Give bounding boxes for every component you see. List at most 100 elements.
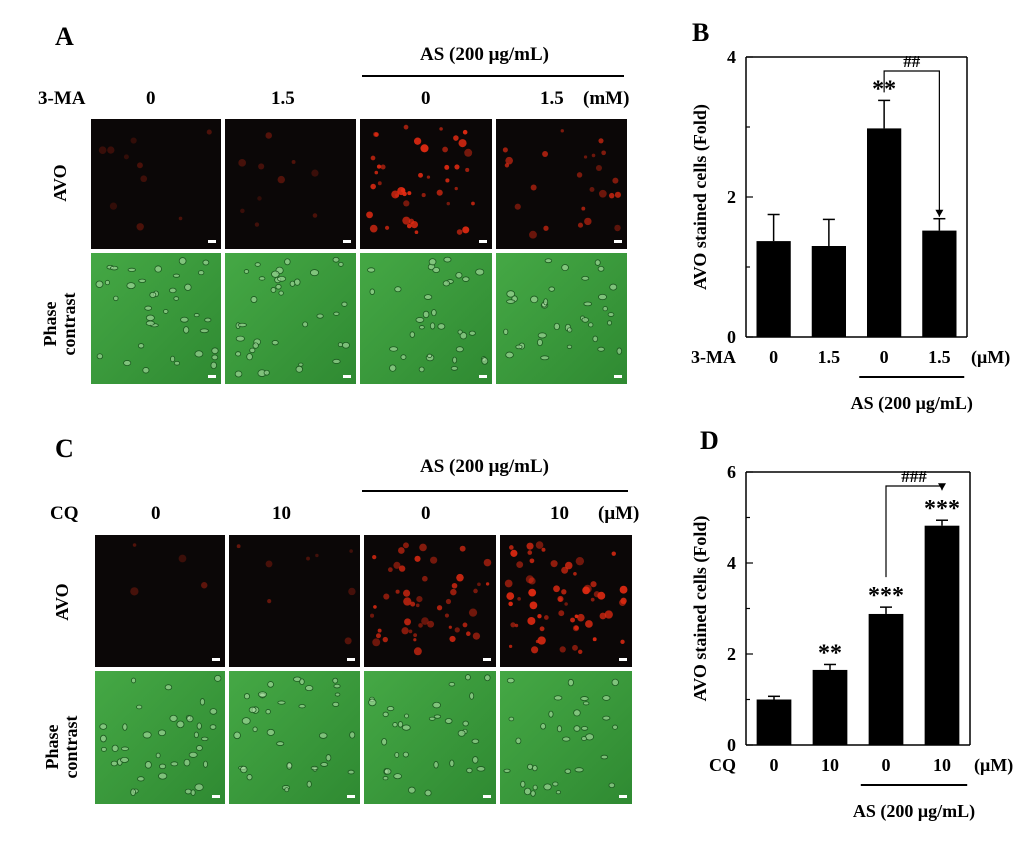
panel-a-avo-image-3-svg-stained-cell (374, 170, 379, 175)
panel-a-avo-image-3-svg-scale-bar (479, 240, 487, 243)
panel-c-avo-image-4-svg-stained-cell (590, 581, 597, 588)
panel-c-phase-image-2-svg-background (229, 671, 360, 804)
panel-a-avo-image-2-svg-stained-cell (258, 163, 265, 170)
panel-c-avo-image-4-svg-stained-cell (529, 558, 535, 564)
panel-c-avo-image-4-svg-stained-cell (535, 541, 544, 549)
panel-a-phase-image-3-svg-cell (442, 280, 451, 287)
panel-c-avo-image-4-svg-stained-cell (510, 622, 516, 628)
panel-c-phase-image-3-svg-cell (402, 751, 409, 758)
panel-a-phase-image-2-svg-cell (295, 365, 303, 373)
panel-c-avo-image-4-svg-stained-cell (559, 646, 566, 653)
panel-c-avo-image-4-svg-stained-cell (577, 613, 585, 622)
chart-b-bracket-arrow (935, 209, 944, 217)
panel-c-phase-image-4-svg-cell (548, 710, 554, 718)
panel-a-avo-image-1-svg (91, 119, 221, 249)
panel-c-avo-image-4-svg-stained-cell (558, 597, 563, 602)
chart-b-bracket-label: ## (903, 52, 921, 71)
panel-c-avo-image-4-svg-stained-cell (514, 623, 519, 628)
panel-c-avo-image-4-svg-stained-cell (526, 542, 534, 550)
panel-a-avo-image-1-svg-stained-cell (136, 223, 144, 231)
panel-a-phase-image-1-svg-cell (126, 282, 136, 290)
panel-a-phase-image-3-svg-cell (457, 329, 463, 335)
panel-c-avo-image-3-svg-stained-cell (468, 608, 478, 617)
panel-a-avo-image-3-svg-stained-cell (458, 139, 467, 148)
panel-a-phase-image-4-svg-cell (537, 338, 543, 347)
panel-c-avo-image-4-svg-stained-cell (564, 561, 573, 570)
panel-a-phase-image-2-svg-cell (234, 370, 243, 378)
panel-c-phase-image-4-svg-cell (523, 787, 532, 796)
panel-c-phase-image-4-svg-cell (515, 737, 522, 745)
panel-a-phase-image-2-svg-cell (341, 301, 348, 307)
panel-a-phase-image-4 (496, 253, 627, 384)
panel-c-phase-image-1-svg-cell (100, 734, 107, 743)
panel-c-avo-image-1-svg (95, 535, 225, 667)
panel-a-phase-image-2-svg-cell (258, 276, 266, 281)
panel-c-avo-image-3-svg-stained-cell (403, 542, 409, 549)
panel-c-phase-image-2-svg-cell (248, 706, 257, 713)
panel-a-phase-image-2-svg-cell (277, 276, 287, 282)
panel-a-phase-image-4-svg-cell (530, 295, 539, 304)
panel-a-avo-image-2 (225, 119, 356, 249)
panel-a-avo-image-3-svg-stained-cell (465, 167, 470, 173)
chart-d-bar (812, 669, 848, 745)
panel-c-avo-image-4-svg-stained-cell (541, 547, 546, 552)
panel-c-phase-image-2-svg-cell (347, 769, 355, 775)
chart-d-bar (868, 613, 904, 745)
panel-c-avo-image-1-svg-background (95, 535, 225, 667)
panel-c-phase-image-4-svg-cell (573, 725, 581, 732)
panel-a-avo-image-3-svg-stained-cell (407, 191, 412, 196)
panel-c-phase-image-2-svg-cell (334, 692, 341, 697)
panel-c-avo-image-2 (229, 535, 360, 667)
panel-a-phase-image-2-svg-cell (338, 261, 344, 267)
panel-c-phase-image-1-svg-cell (136, 704, 143, 710)
panel-c-phase-image-2-svg-cell (267, 681, 274, 688)
panel-c-avo-image-4-svg-stained-cell (553, 585, 560, 593)
panel-c-row-label-phase-text: Phase contrast (42, 715, 81, 779)
panel-c-avo-image-4-svg-stained-cell (508, 644, 513, 649)
panel-c-phase-image-3-svg-cell (448, 682, 456, 687)
panel-c-avo-image-4-svg-stained-cell (561, 566, 569, 574)
panel-a-avo-image-1-svg-stained-cell (98, 146, 107, 154)
panel-a-phase-image-4-svg-scale-bar (614, 375, 622, 378)
panel-a-phase-image-1-svg-cell (180, 316, 189, 323)
panel-a-avo-image-3-svg-stained-cell (471, 201, 475, 206)
panel-c-phase-image-3-svg-cell (462, 720, 469, 727)
panel-a-avo-image-4-svg-stained-cell (595, 164, 603, 172)
panel-a-avo-image-3-svg-stained-cell (377, 181, 382, 186)
panel-a-avo-image-4-svg-background (496, 119, 627, 249)
panel-a-phase-image-1-svg-cell (170, 355, 176, 363)
panel-c-phase-image-1-svg (95, 671, 225, 804)
panel-a-avo-image-1-svg-stained-cell (123, 154, 129, 160)
panel-c-avo-image-3-svg-stained-cell (459, 545, 466, 552)
chart-b-x-unit: (μM) (971, 347, 1010, 368)
panel-a-phase-image-2-svg-cell (254, 262, 261, 267)
panel-c-phase-image-4-svg-cell (540, 723, 547, 730)
chart-b-comparison-bracket (883, 70, 940, 217)
panel-c-phase-image-2-svg-cell (333, 683, 341, 689)
panel-c-avo-image-4-svg-stained-cell (527, 616, 536, 625)
panel-c-phase-image-1-svg-cell (155, 752, 161, 759)
panel-c-phase-image-4-svg-cell (564, 768, 572, 774)
panel-c-phase-image-3-svg-cell (404, 713, 409, 719)
panel-c-phase-image-3-svg-cell (393, 773, 402, 780)
panel-c-avo-image-4-svg-stained-cell (611, 551, 616, 556)
panel-c-phase-image-3-svg-cell (382, 776, 389, 781)
panel-a-phase-image-3-svg-cell (422, 310, 430, 319)
panel-c-avo-image-4-svg-stained-cell (573, 571, 577, 576)
panel-a-row-label-phase: Phase contrast (40, 264, 79, 384)
panel-c-avo-image-4-svg-stained-cell (528, 588, 537, 597)
panel-a-phase-image-3-svg-cell (437, 323, 446, 330)
panel-a-phase-image-4-svg-cell (607, 312, 615, 317)
panel-a-avo-image-4-svg-stained-cell (502, 147, 508, 153)
panel-c-phase-image-3-svg-cell (381, 738, 388, 746)
panel-c-avo-image-2-svg-stained-cell (236, 544, 241, 549)
panel-a-avo-image-3-svg-stained-cell (414, 230, 419, 235)
panel-a-avo-image-3-svg-stained-cell (413, 137, 422, 145)
panel-c-phase-image-1-svg-cell (120, 746, 129, 751)
panel-c-phase-image-3-svg-cell (476, 766, 486, 772)
panel-a-avo-image-3-svg-stained-cell (456, 229, 463, 235)
panel-a-avo-image-4-svg-stained-cell (598, 189, 607, 198)
chart-b-y-tick-label: 2 (727, 187, 736, 207)
panel-c-phase-image-4-svg-cell (555, 790, 562, 795)
panel-a-phase-image-1-svg-cell (210, 361, 217, 370)
